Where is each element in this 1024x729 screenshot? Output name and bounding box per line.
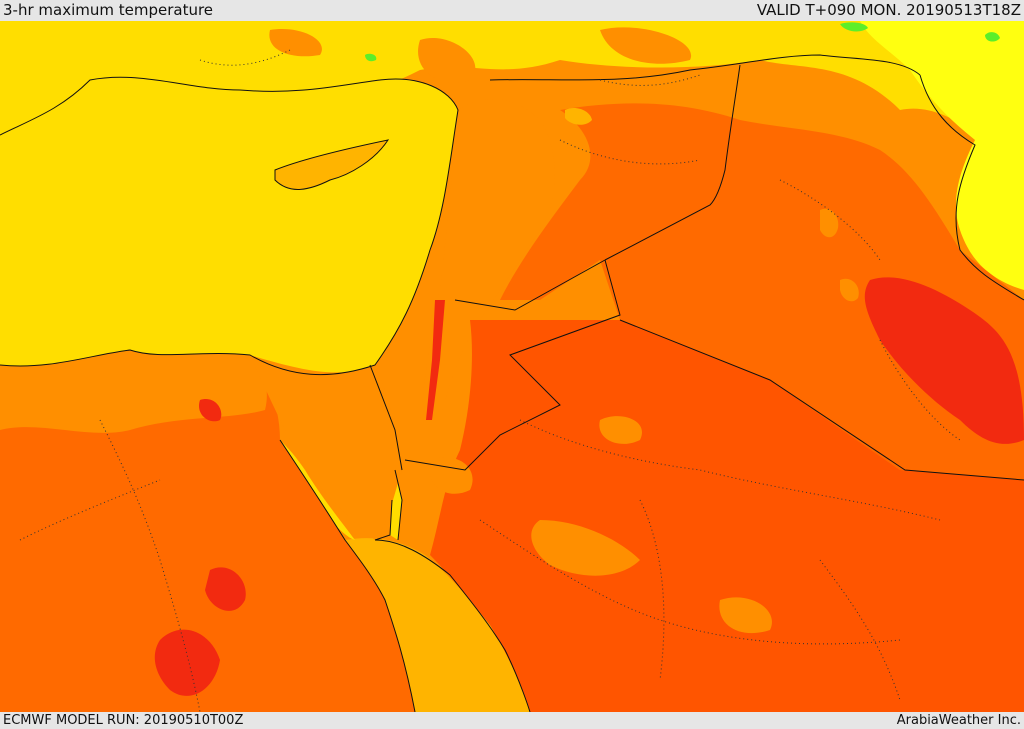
mediterranean-coastline [0,78,459,376]
syria-iraq-border [604,64,741,261]
valid-time: VALID T+090 MON. 20190513T18Z [756,1,1021,19]
cyprus [275,140,388,190]
red-sea-east-coast [374,539,531,712]
gulf-of-suez [280,440,355,540]
sinai-orange [250,355,402,540]
arabia-red-orange [430,320,1024,712]
model-run: ECMWF MODEL RUN: 20190510T00Z [3,713,244,728]
egypt-lighter-coast [0,350,267,433]
iraq-lake-2 [840,278,859,302]
cyprus-coastline [274,139,390,190]
red-sea [345,538,530,712]
turkey-coastline [0,76,381,136]
red-sea-west-coast [279,439,416,712]
jordan-border [404,259,621,471]
north-yellow-band [0,21,1024,142]
map-title: 3-hr maximum temperature [3,1,214,19]
lake-assad [565,108,592,125]
egypt-red-patches [154,399,246,696]
iraq-iran-border [919,74,1024,301]
levant-orange-band [420,99,555,420]
syria-iraq-dark-orange [500,103,1024,480]
egypt-orange [0,350,415,712]
aqaba-coast [374,469,403,541]
north-orange-patches [269,27,692,83]
northeast-bright-yellow [860,21,1024,290]
iraq-lake-1 [820,208,839,238]
mediterranean-sea [0,77,458,375]
map-footer: ECMWF MODEL RUN: 20190510T00Z ArabiaWeat… [0,712,1024,729]
map-header: 3-hr maximum temperature VALID T+090 MON… [0,0,1024,21]
egypt-israel-border [369,364,403,471]
temperature-map [0,21,1024,712]
credit: ArabiaWeather Inc. [896,713,1021,728]
mesopotamia-red [864,277,1024,444]
jordan-valley-red [426,300,445,420]
arabia-orange-patches [429,416,772,634]
syria-turkey-border [489,54,921,81]
admin-boundaries [19,49,961,712]
iraq-saudi-border [619,319,1024,481]
